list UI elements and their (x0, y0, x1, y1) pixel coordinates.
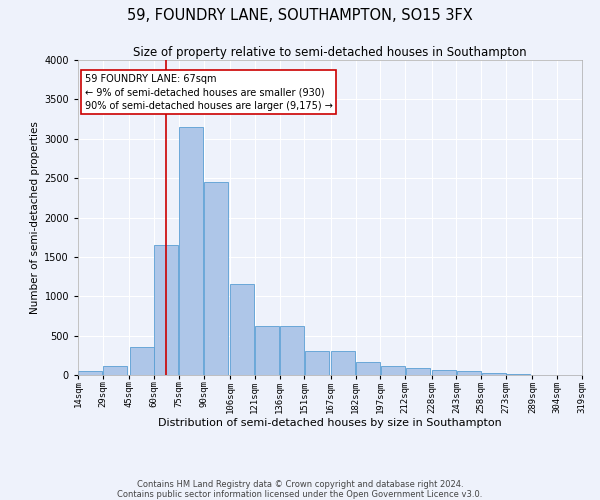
Bar (432, 370, 456, 375)
Bar (381, 366, 405, 375)
Bar (130, 348, 154, 375)
Bar (255, 326, 279, 375)
Bar (457, 371, 481, 375)
Text: 59 FOUNDRY LANE: 67sqm
← 9% of semi-detached houses are smaller (930)
90% of sem: 59 FOUNDRY LANE: 67sqm ← 9% of semi-deta… (85, 74, 332, 110)
Bar (331, 350, 355, 375)
Bar (204, 182, 228, 375)
Text: Contains HM Land Registry data © Crown copyright and database right 2024.
Contai: Contains HM Land Registry data © Crown c… (118, 480, 482, 499)
Y-axis label: Number of semi-detached properties: Number of semi-detached properties (30, 121, 40, 314)
Bar (506, 374, 530, 375)
Bar (179, 127, 203, 375)
Bar (79, 371, 103, 375)
Text: 59, FOUNDRY LANE, SOUTHAMPTON, SO15 3FX: 59, FOUNDRY LANE, SOUTHAMPTON, SO15 3FX (127, 8, 473, 22)
Bar (280, 326, 304, 375)
Bar (406, 368, 430, 375)
Bar (482, 372, 506, 375)
X-axis label: Distribution of semi-detached houses by size in Southampton: Distribution of semi-detached houses by … (158, 418, 502, 428)
Bar (230, 284, 254, 375)
Bar (305, 350, 329, 375)
Bar (356, 362, 380, 375)
Bar (154, 245, 178, 375)
Title: Size of property relative to semi-detached houses in Southampton: Size of property relative to semi-detach… (133, 46, 527, 59)
Bar (103, 366, 127, 375)
